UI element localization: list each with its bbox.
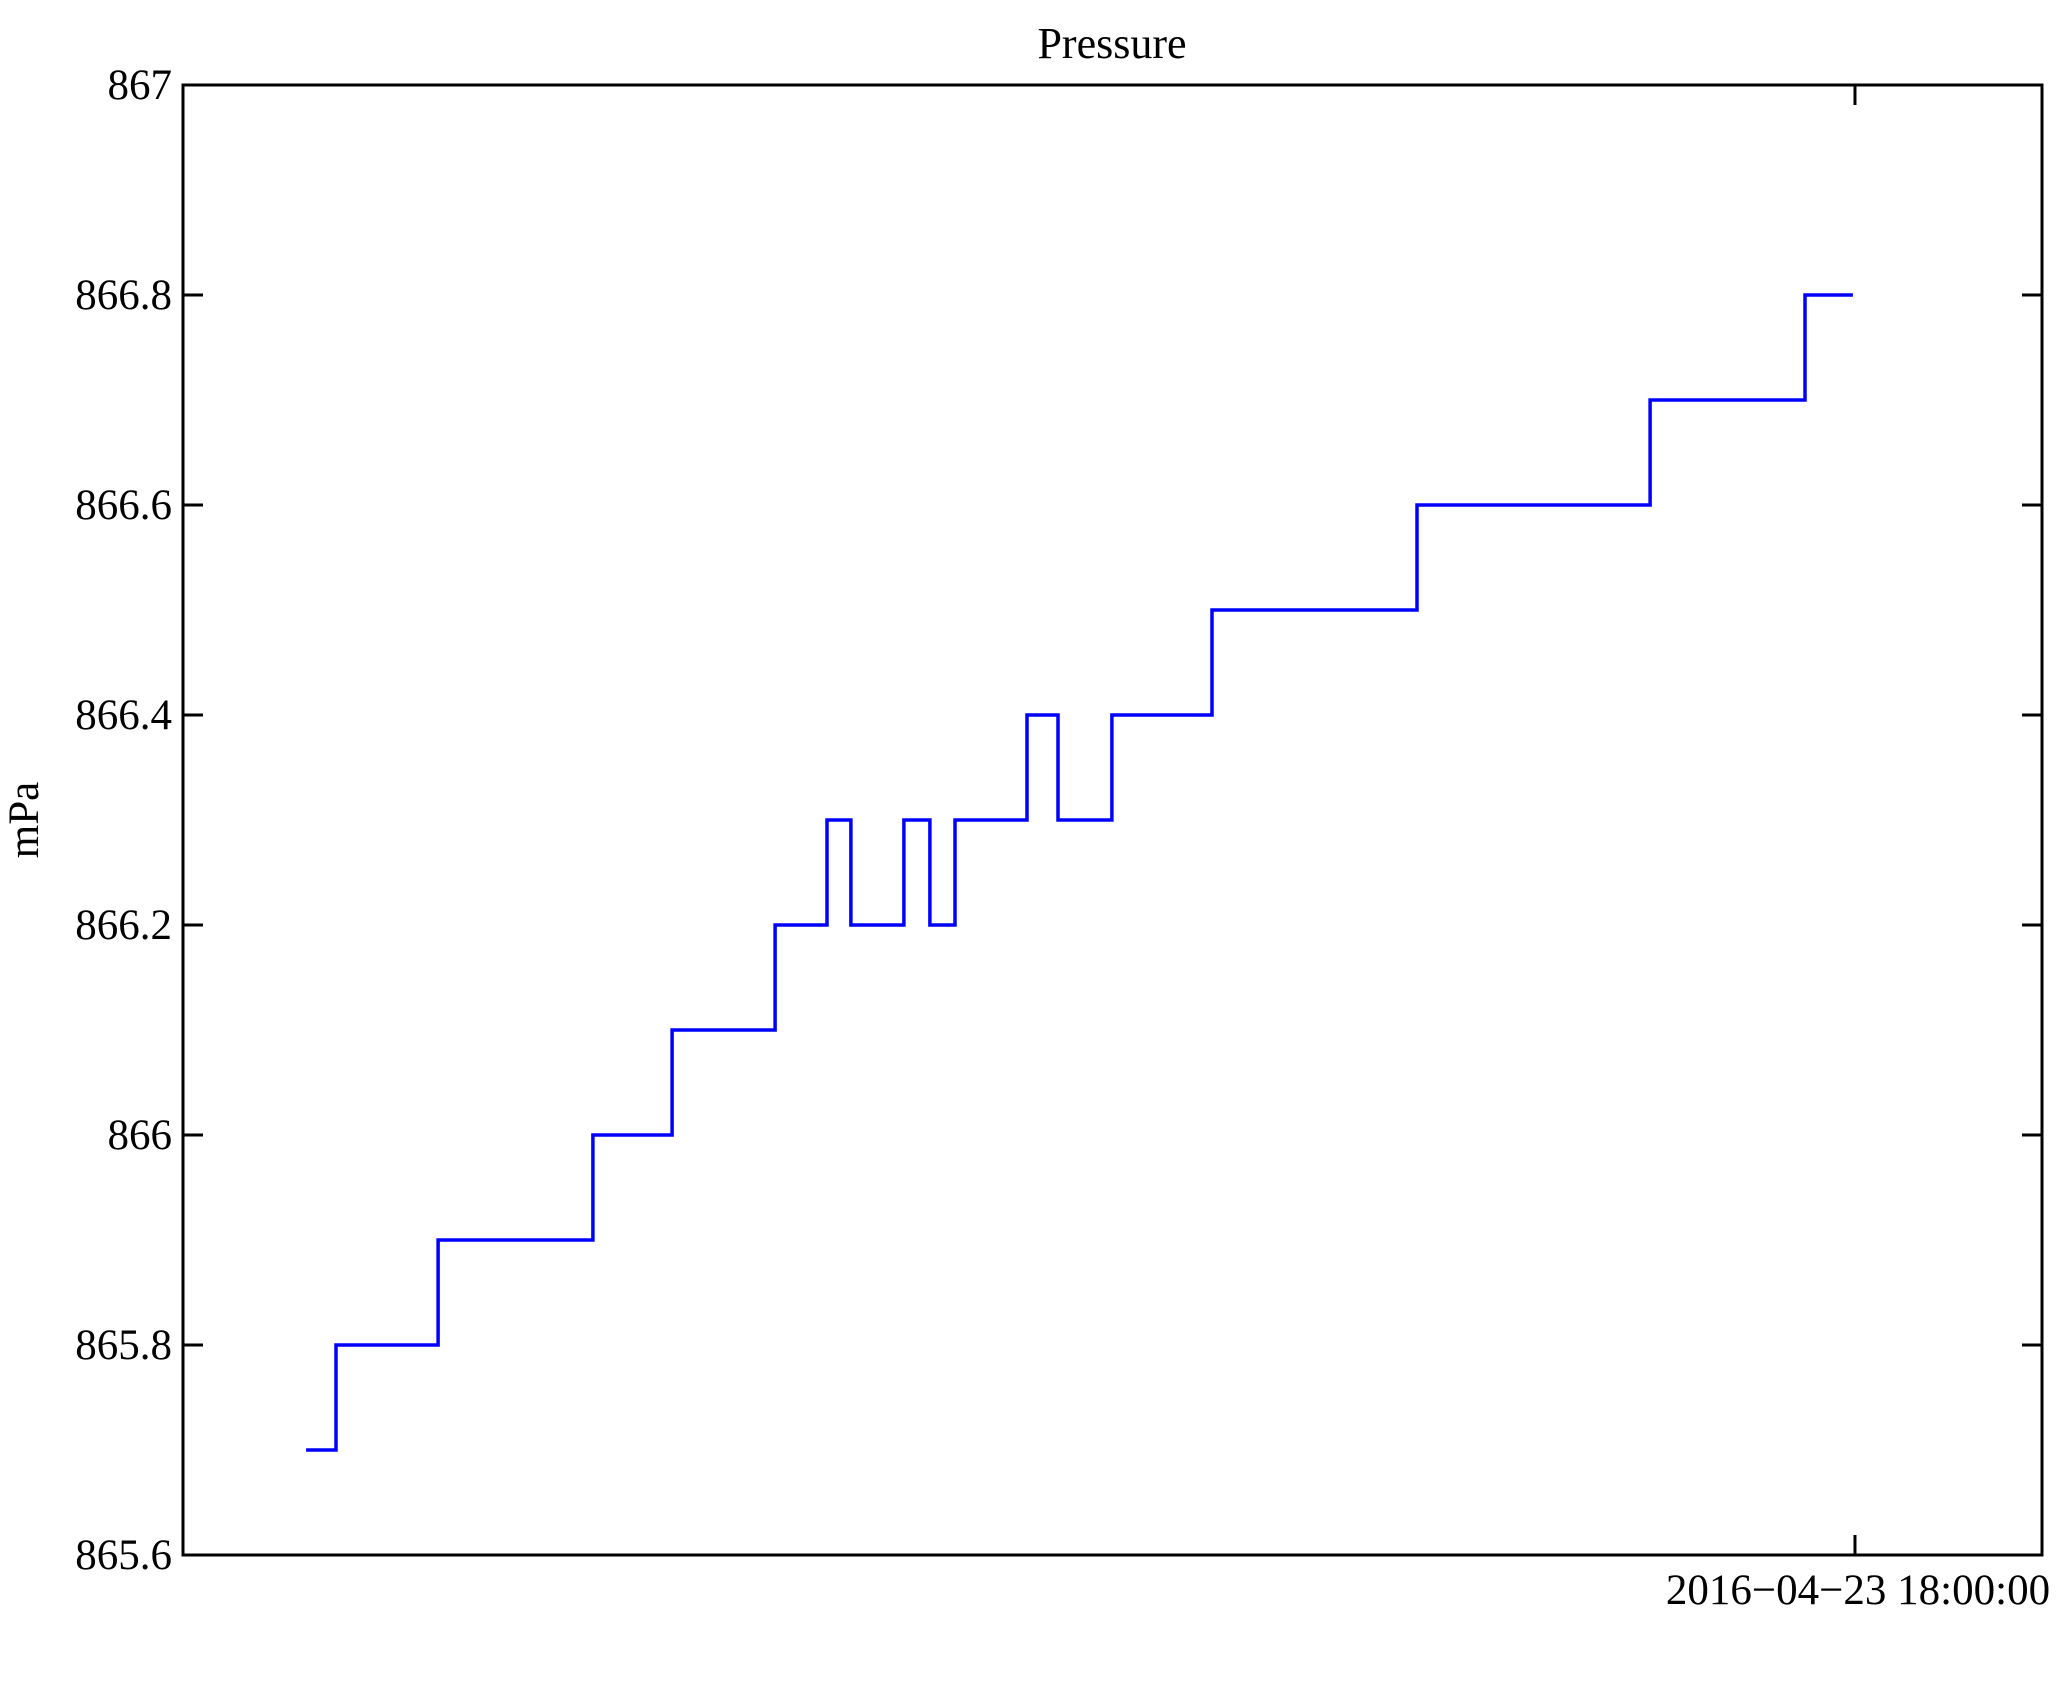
series-line: [306, 293, 1853, 1452]
chart-title: Pressure: [1037, 19, 1186, 68]
y-tick-label: 866.6: [75, 482, 172, 529]
y-tick-label: 867: [108, 62, 173, 109]
y-tick-label: 866.2: [75, 902, 172, 949]
chart-generated-content: 867 866.8 866.6 866.4 866.2 866 865.8 865.6: [75, 62, 2044, 1579]
y-tick-label: 865.6: [75, 1532, 172, 1579]
y-tick-label: 866: [108, 1112, 173, 1159]
y-tick-label: 866.8: [75, 272, 172, 319]
y-axis-label: mPa: [1, 782, 48, 858]
y-tick-label: 865.8: [75, 1322, 172, 1369]
y-tick-label: 866.4: [75, 692, 172, 739]
plot-border: [181, 83, 2044, 1557]
x-tick-label: 2016−04−23 18:00:00: [1666, 1567, 2050, 1614]
